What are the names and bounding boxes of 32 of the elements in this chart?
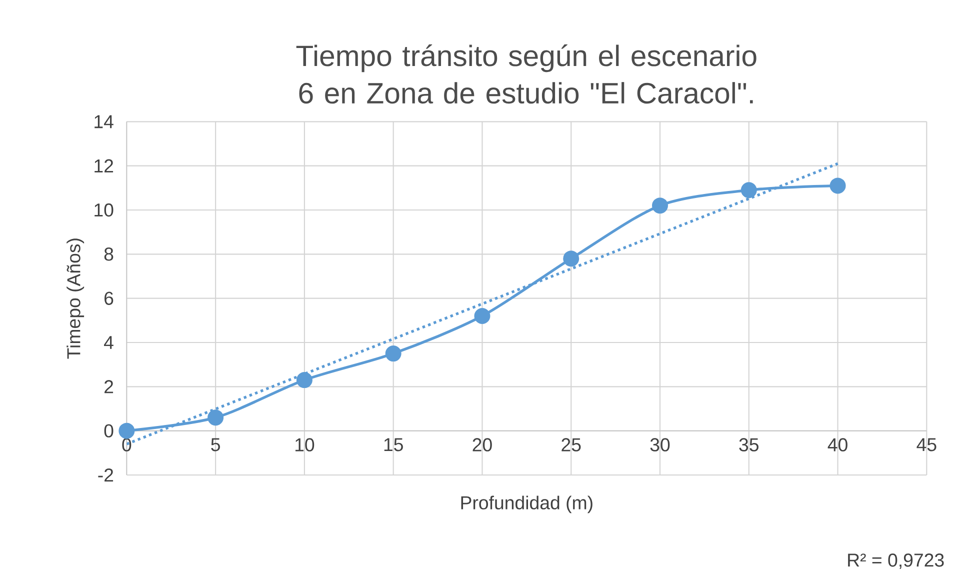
x-tick-label: 15 — [384, 438, 403, 452]
point — [208, 410, 224, 426]
point — [740, 182, 757, 198]
x-tick-label: 40 — [828, 438, 848, 452]
y-tick-label: 12 — [94, 159, 114, 172]
y-tick-label: 4 — [104, 336, 114, 349]
y-tick-label: 2 — [104, 380, 114, 394]
point — [563, 250, 580, 267]
x-axis-title: Profundidad (m) — [461, 496, 592, 514]
x-tick-label: 35 — [739, 438, 758, 452]
chart-title: Tiempo tránsito según el escenario 6 en Zona de estudio "El Caracol". — [296, 44, 756, 104]
point — [118, 422, 135, 439]
y-tick-label: 0 — [104, 424, 114, 438]
x-tick-label: 0 — [122, 438, 132, 452]
x-tick-label: 20 — [472, 438, 492, 452]
y-tick-label: 6 — [104, 292, 114, 305]
y-tick-label: 14 — [94, 115, 114, 128]
point — [652, 198, 668, 214]
point — [296, 372, 312, 388]
y-tick-label: 10 — [94, 203, 114, 217]
point — [830, 178, 846, 194]
point — [474, 308, 490, 324]
x-tick-label: 30 — [650, 438, 670, 452]
text: R² = 0,9723 — [848, 554, 944, 569]
x-tick-label: 45 — [916, 438, 936, 452]
x-tick-label: 10 — [295, 438, 314, 452]
point — [385, 346, 402, 362]
x-tick-label: 25 — [562, 438, 581, 452]
y-tick-label: -2 — [98, 468, 114, 482]
y-tick-label: 8 — [104, 248, 114, 261]
x-tick-label: 5 — [211, 438, 220, 452]
y-axis-title: Timepo (Años) — [66, 238, 84, 359]
